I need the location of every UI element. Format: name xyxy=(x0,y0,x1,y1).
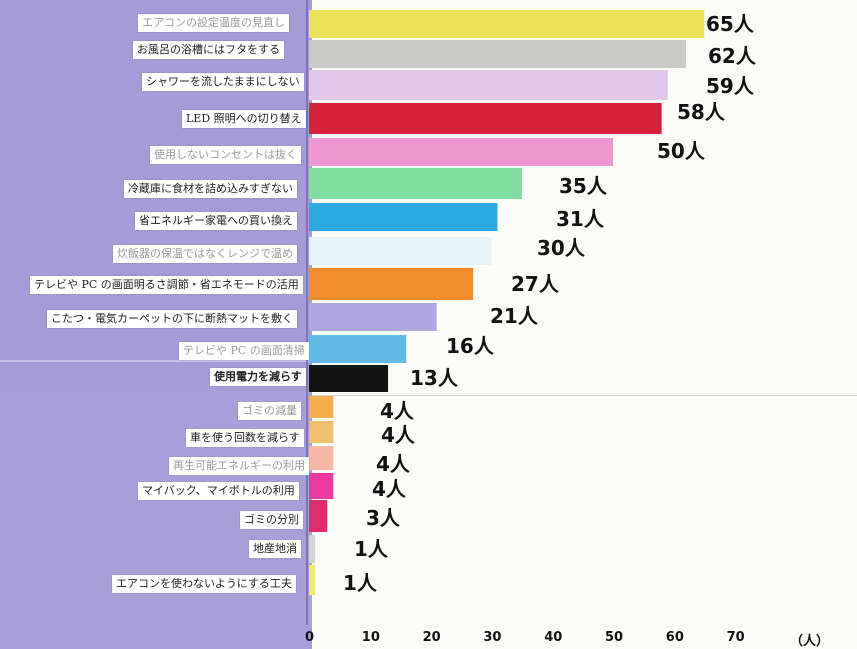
bar xyxy=(309,168,522,199)
value-label: 4人 xyxy=(376,452,410,476)
bar xyxy=(309,70,668,100)
bar xyxy=(309,565,316,595)
x-tick-label: 40 xyxy=(544,630,563,645)
value-label: 16人 xyxy=(446,334,494,358)
category-label: ゴミの分別 xyxy=(240,511,303,529)
bar xyxy=(309,335,407,363)
bar xyxy=(309,421,334,443)
value-label: 35人 xyxy=(559,174,607,198)
value-label: 27人 xyxy=(511,272,559,296)
value-label: 21人 xyxy=(490,304,538,328)
bar xyxy=(309,473,334,499)
value-label: 50人 xyxy=(657,139,705,163)
value-label: 4人 xyxy=(380,399,414,423)
x-tick-label: 50 xyxy=(605,630,624,645)
bar xyxy=(309,103,662,134)
x-tick-label: 0 xyxy=(305,630,315,645)
value-label: 3人 xyxy=(366,506,400,530)
value-label: 1人 xyxy=(343,571,377,595)
bar xyxy=(309,446,334,470)
bar xyxy=(309,500,328,532)
category-label: テレビや PC の画面清掃 xyxy=(179,342,309,360)
bar xyxy=(309,268,474,300)
x-tick-label: 60 xyxy=(665,630,684,645)
category-label: マイバック、マイボトルの利用 xyxy=(138,482,299,500)
category-label: 冷蔵庫に食材を詰め込みすぎない xyxy=(124,180,297,198)
x-tick-label: （人） xyxy=(790,634,830,649)
bar xyxy=(309,237,492,265)
bar xyxy=(309,138,613,166)
category-label: 炊飯器の保温ではなくレンジで温め xyxy=(113,245,297,263)
value-label: 65人 xyxy=(706,12,754,36)
x-tick-label: 30 xyxy=(483,630,502,645)
bar xyxy=(309,396,334,418)
category-label: 再生可能エネルギーの利用 xyxy=(169,457,309,475)
x-tick-label: 20 xyxy=(422,630,441,645)
category-label: テレビや PC の画面明るさ調節・省エネモードの活用 xyxy=(30,276,303,294)
category-label: こたつ・電気カーペットの下に断熱マットを敷く xyxy=(47,310,297,328)
bar xyxy=(309,535,316,563)
value-label: 58人 xyxy=(677,100,725,124)
category-label: エアコンを使わないようにする工夫 xyxy=(112,575,296,593)
bar xyxy=(309,10,705,38)
value-label: 4人 xyxy=(372,477,406,501)
bar xyxy=(309,203,498,231)
value-label: 4人 xyxy=(381,423,415,447)
bar xyxy=(309,365,389,392)
value-label: 62人 xyxy=(708,44,756,68)
category-label: ゴミの減量 xyxy=(238,402,301,420)
value-label: 1人 xyxy=(354,537,388,561)
bar xyxy=(309,40,686,68)
category-label: シャワーを流したままにしない xyxy=(142,73,304,91)
value-label: 31人 xyxy=(556,207,604,231)
value-label: 13人 xyxy=(410,366,458,390)
category-label: 使用電力を減らす xyxy=(210,368,306,386)
bar xyxy=(309,303,437,331)
category-label: 車を使う回数を減らす xyxy=(186,429,304,447)
category-label: LED 照明への切り替え xyxy=(182,110,306,128)
category-label: 地産地消 xyxy=(249,540,301,558)
category-label: 省エネルギー家電への買い換え xyxy=(135,212,297,230)
category-label: エアコンの設定温度の見直し xyxy=(138,14,289,32)
value-label: 59人 xyxy=(706,74,754,98)
value-label: 30人 xyxy=(537,236,585,260)
x-tick-label: 10 xyxy=(361,630,380,645)
category-label: お風呂の浴槽にはフタをする xyxy=(133,41,284,59)
category-label: 使用しないコンセントは抜く xyxy=(150,146,301,164)
x-tick-label: 70 xyxy=(726,630,745,645)
